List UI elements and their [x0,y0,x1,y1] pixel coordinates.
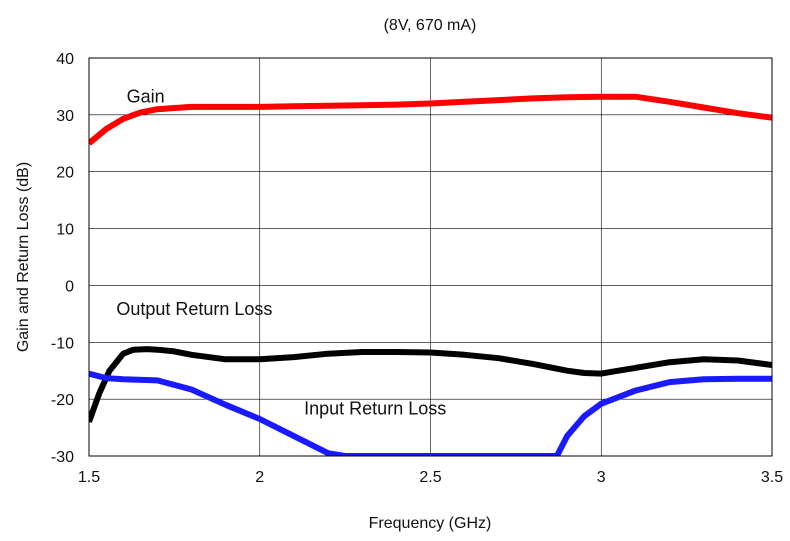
y-tick-label: -20 [51,392,74,409]
x-tick-label: 3.5 [761,469,783,486]
x-tick-label: 2.5 [419,469,441,486]
x-tick-label: 2 [255,469,264,486]
chart-title: (8V, 670 mA) [384,17,477,34]
y-tick-label: -10 [51,335,74,352]
grid [88,57,773,457]
plot-frame [88,57,773,457]
y-tick-label: 20 [56,165,74,182]
input-return-loss-line [89,370,772,456]
y-tick-label: 30 [56,108,74,125]
y-tick-label: 40 [56,51,74,68]
y-tick-label: -30 [51,449,74,466]
series-lines [89,93,772,456]
x-axis-label: Frequency (GHz) [369,515,492,532]
output-return-loss-line [89,346,772,423]
annotation-label: Gain [127,86,165,106]
tick-labels: 1.5 2 2.5 3 3.5 40 30 20 10 0 -10 -20 -30 [51,51,783,486]
annotation-label: Input Return Loss [304,398,446,418]
y-tick-label: 0 [65,278,74,295]
gain-line [89,93,772,146]
y-tick-label: 10 [56,222,74,239]
annotation-label: Output Return Loss [116,299,272,319]
x-tick-label: 3 [597,469,606,486]
y-axis-label: Gain and Return Loss (dB) [15,162,32,352]
x-tick-label: 1.5 [78,469,100,486]
annotations: Gain Output Return Loss Input Return Loss [116,86,446,418]
